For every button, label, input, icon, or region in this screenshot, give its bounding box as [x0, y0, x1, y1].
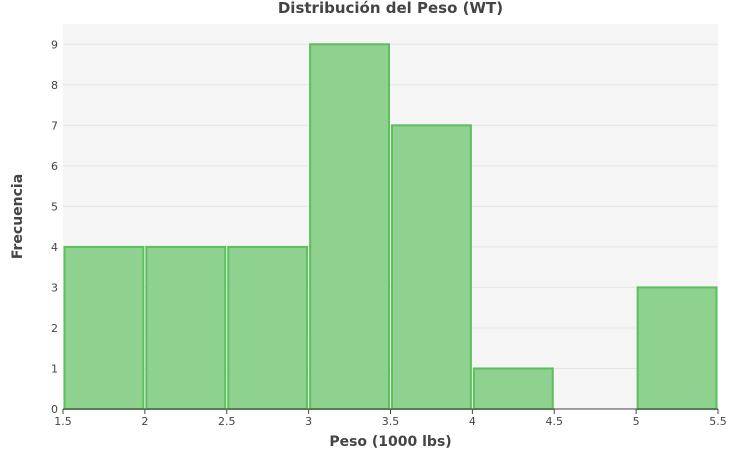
y-tick-label: 1	[51, 362, 58, 375]
y-tick-label: 6	[51, 160, 58, 173]
y-tick-label: 7	[51, 119, 58, 132]
histogram-bar	[636, 286, 718, 410]
y-axis-title: Frecuencia	[10, 174, 26, 259]
x-tick-label: 3	[305, 415, 312, 428]
histogram-bar	[145, 245, 227, 410]
histogram-bar	[391, 124, 472, 410]
y-tick-label: 9	[51, 38, 58, 51]
y-tick-label: 3	[51, 281, 58, 294]
histogram-bar	[472, 367, 554, 411]
x-tick-label: 2.5	[218, 415, 236, 428]
x-tick-label: 5	[633, 415, 640, 428]
x-tick-label: 2	[141, 415, 148, 428]
y-tick-label: 0	[51, 403, 58, 416]
histogram-bar	[63, 245, 145, 410]
x-tick-label: 5.5	[709, 415, 727, 428]
y-tick-label: 4	[51, 241, 58, 254]
y-tick-label: 8	[51, 79, 58, 92]
x-tick-label: 3.5	[382, 415, 400, 428]
x-tick-label: 4	[469, 415, 476, 428]
y-tick-label: 2	[51, 322, 58, 335]
bars	[63, 43, 718, 411]
histogram-bar	[227, 245, 309, 410]
x-axis-ticks: 1.5 2 2.5 3 3.5 4 4.5 5 5.5	[54, 409, 727, 428]
x-tick-label: 1.5	[54, 415, 72, 428]
chart-title: Distribución del Peso (WT)	[278, 0, 503, 17]
y-axis-ticks: 0 1 2 3 4 5 6 7 8 9	[51, 38, 58, 416]
y-tick-label: 5	[51, 200, 58, 213]
histogram-bar	[309, 43, 390, 411]
x-axis-title: Peso (1000 lbs)	[329, 434, 451, 450]
x-tick-label: 4.5	[546, 415, 564, 428]
